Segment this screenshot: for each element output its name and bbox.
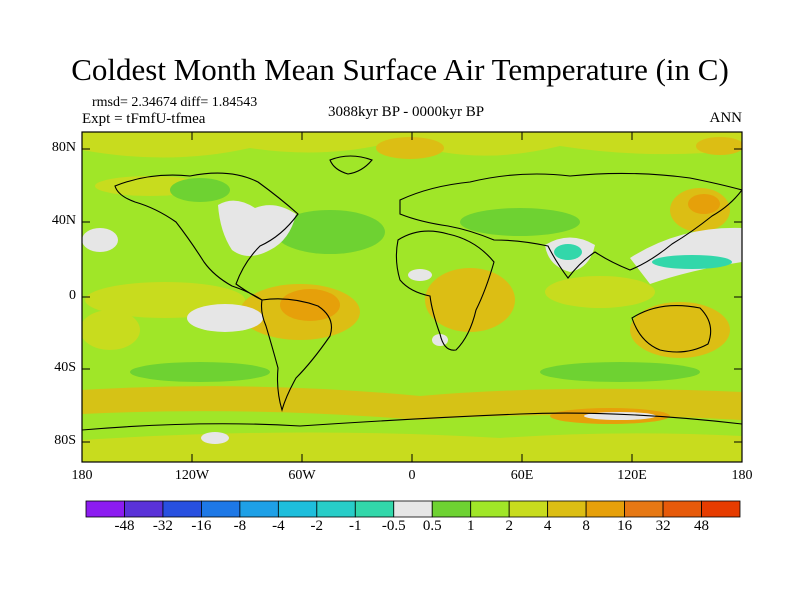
colorbar-label-6: -1	[349, 518, 362, 534]
colorbar-swatch-9	[431, 500, 472, 518]
field-antarctic	[82, 432, 742, 462]
field-sahel-cold	[408, 269, 432, 281]
field-pacific-cyan	[652, 255, 732, 269]
coastlines	[82, 155, 742, 431]
colorbar-label-9: 1	[466, 518, 475, 534]
coast-eurasia	[399, 172, 742, 279]
colorbar-swatch-7	[354, 500, 395, 518]
colorbar-label-13: 16	[617, 518, 633, 534]
colorbar-swatch-1	[124, 500, 164, 518]
field-pacific-west-cold	[82, 228, 118, 252]
lat-label-80n: 80N	[51, 140, 76, 155]
coast-australia	[631, 305, 712, 353]
field-antarctic-cold	[201, 432, 229, 444]
field-nh-green-1	[170, 178, 230, 202]
field-nw-pacific-hot	[688, 194, 720, 214]
colorbar-swatch-2	[162, 500, 202, 518]
lon-label-0: 0	[408, 468, 416, 483]
colorbar-label-2: -16	[191, 518, 212, 534]
field-sw-pacific	[82, 310, 140, 350]
lat-label-40n: 40N	[51, 213, 76, 228]
colorbar-swatch-14	[624, 500, 664, 518]
field-nh-asia-green	[460, 208, 580, 236]
colorbar-swatch-16	[701, 500, 741, 518]
lon-label-60w: 60W	[288, 468, 316, 483]
colorbar-swatch-5	[277, 500, 318, 518]
field-arctic-band	[82, 132, 742, 158]
lat-label-80s: 80S	[54, 433, 76, 448]
colorbar-swatch-8	[393, 500, 433, 518]
field-arctic-warm-1	[376, 137, 444, 159]
axis-ticks	[82, 132, 742, 462]
lon-label-60e: 60E	[510, 468, 534, 483]
colorbar-label-3: -8	[233, 518, 247, 534]
lon-label-180w: 180	[71, 468, 93, 483]
coast-north-america	[114, 172, 299, 301]
field-sh-green-2	[540, 362, 700, 382]
experiment-line: Expt = tFmfU-tfmea	[82, 111, 206, 127]
map-title: Coldest Month Mean Surface Air Temperatu…	[71, 52, 729, 87]
colorbar-swatch-12	[547, 500, 587, 518]
colorbar-swatch-11	[508, 500, 549, 518]
field-south-america-hot	[280, 289, 340, 321]
field-africa-warm	[425, 268, 515, 332]
coast-africa	[395, 230, 495, 351]
colorbar-swatch-4	[239, 500, 279, 518]
lon-label-120w: 120W	[174, 468, 210, 483]
lon-label-120e: 120E	[617, 468, 647, 483]
lat-label-40s: 40S	[54, 360, 76, 375]
colorbar-label-8: 0.5	[422, 518, 442, 534]
colorbar-label-15: 48	[694, 518, 709, 534]
period-label: 3088kyr BP - 0000kyr BP	[327, 104, 485, 120]
colorbar-swatch-6	[316, 500, 356, 518]
stats-line: rmsd= 2.34674 diff= 1.84543	[92, 95, 258, 110]
colorbar-swatch-15	[662, 500, 702, 518]
field-australia-warm	[630, 302, 730, 358]
colorbar-label-7: -0.5	[381, 518, 406, 534]
field-nh-atlantic-green	[275, 210, 385, 254]
field-india-cyan	[554, 244, 582, 260]
coast-antarctica	[82, 412, 742, 431]
colorbar-label-4: -4	[272, 518, 285, 534]
colorbar-label-11: 4	[543, 518, 552, 534]
colorbar-label-1: -32	[152, 518, 173, 534]
season-label: ANN	[709, 110, 743, 126]
coast-greenland	[329, 155, 373, 175]
lon-label-180e: 180	[731, 468, 753, 483]
colorbar-label-14: 32	[655, 518, 671, 534]
colorbar	[85, 500, 741, 518]
field-na-cold	[218, 200, 296, 256]
field-sh-green-1	[130, 362, 270, 382]
colorbar-label-0: -48	[114, 518, 135, 534]
field-arctic-warm-2	[696, 137, 742, 155]
field-africa-cold	[432, 334, 448, 346]
coast-south-america	[260, 298, 333, 412]
field-east-pacific-cold	[187, 304, 263, 332]
colorbar-label-5: -2	[310, 518, 324, 534]
field-indian-ocean	[545, 276, 655, 308]
colorbar-swatch-10	[470, 500, 510, 518]
colorbar-swatch-13	[585, 500, 625, 518]
colorbar-swatch-0	[85, 500, 125, 518]
lat-label-0: 0	[69, 288, 76, 303]
colorbar-label-12: 8	[582, 518, 590, 534]
colorbar-label-10: 2	[505, 518, 513, 534]
field-shading	[82, 132, 742, 462]
colorbar-swatch-3	[201, 500, 241, 518]
